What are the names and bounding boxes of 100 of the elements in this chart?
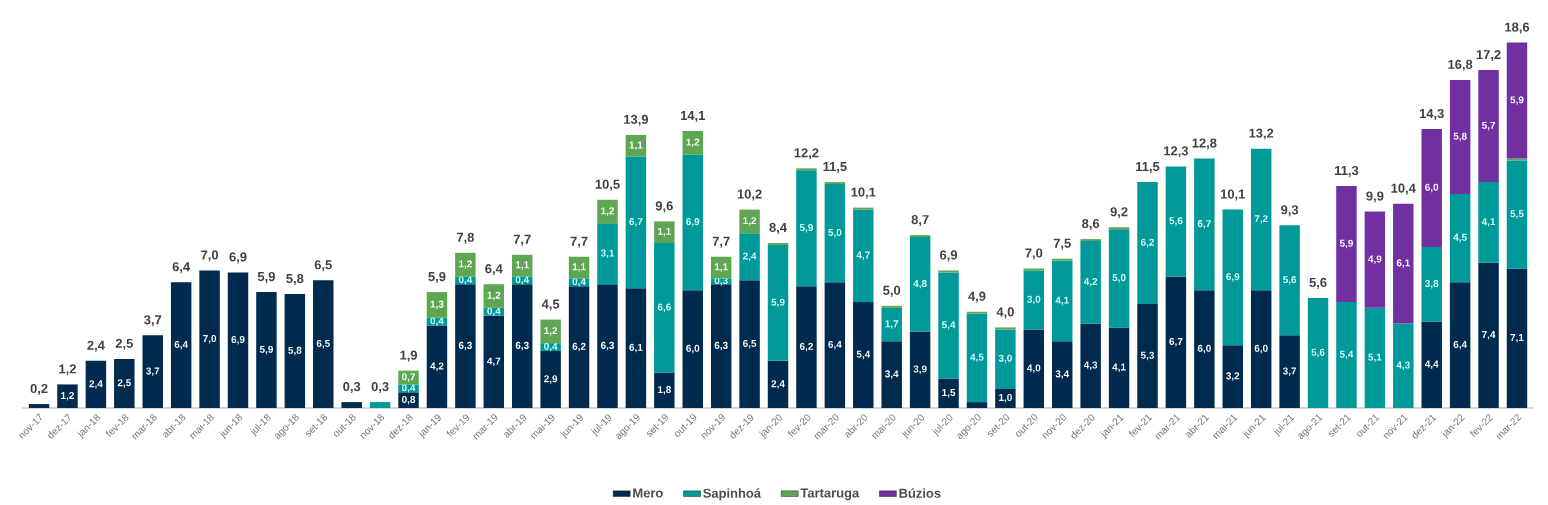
total-label: 11,3: [1335, 165, 1359, 177]
data-label: 1,0: [999, 393, 1012, 403]
bar: [483, 284, 505, 308]
data-label: 1,1: [714, 263, 728, 272]
bar: [1250, 290, 1272, 408]
total-label: 4,5: [541, 299, 560, 311]
data-label: 6,4: [828, 340, 842, 350]
data-label: 4,0: [1027, 364, 1041, 373]
bar: [483, 315, 505, 408]
total-label: 10,1: [1220, 189, 1245, 201]
data-label: 6,4: [174, 340, 189, 350]
total-label: 10,5: [595, 179, 620, 191]
total-label: 0,2: [30, 383, 48, 395]
bar: [142, 335, 163, 408]
bar: [455, 284, 476, 408]
total-label: 3,7: [144, 315, 162, 327]
total-label: 7,0: [201, 250, 219, 262]
total-label: 10,4: [1391, 183, 1416, 195]
total-label: 13,9: [624, 114, 649, 126]
bar: [1449, 193, 1471, 283]
data-label: 6,2: [799, 342, 813, 352]
bar: [426, 292, 448, 318]
bar: [313, 280, 334, 408]
bar: [625, 288, 647, 408]
bar: [1449, 79, 1471, 194]
data-label: 6,0: [686, 344, 700, 354]
total-label: 4,0: [996, 307, 1014, 319]
bar: [114, 358, 135, 408]
bar: [28, 404, 50, 408]
data-label: 7,4: [1482, 331, 1496, 340]
total-label: 5,9: [428, 271, 446, 284]
bar: [881, 341, 902, 408]
data-label: 3,4: [885, 370, 899, 379]
total-label: 7,7: [712, 236, 730, 248]
data-label: 6,6: [657, 303, 671, 313]
total-label: 1,9: [400, 350, 418, 362]
data-label: 5,0: [828, 228, 842, 238]
data-label: 6,2: [1140, 238, 1155, 248]
data-label: 1,8: [658, 386, 671, 395]
data-label: 3,9: [913, 365, 927, 374]
bar: [710, 284, 732, 408]
data-label: 1,2: [601, 207, 615, 216]
bar: [1506, 42, 1528, 159]
data-label: 1,2: [686, 138, 700, 148]
bar: [881, 307, 902, 342]
bar: [227, 272, 249, 408]
bar: [739, 209, 760, 234]
bar: [540, 351, 561, 408]
data-label: 3,7: [1282, 367, 1297, 376]
bar: [57, 384, 78, 408]
bar: [1080, 323, 1101, 408]
total-label: 11,5: [1136, 162, 1160, 174]
data-label: 6,3: [458, 341, 472, 351]
bar: [1364, 211, 1386, 308]
data-label: 0,4: [402, 384, 416, 393]
bar: [426, 325, 448, 408]
bar: [256, 292, 277, 408]
bar: [909, 331, 931, 408]
data-label: 5,4: [856, 350, 871, 360]
bar: [1506, 160, 1528, 269]
bar: [1421, 246, 1442, 322]
bar: [568, 286, 590, 408]
data-label: 5,9: [771, 298, 785, 308]
data-label: 6,1: [629, 343, 643, 353]
data-label: 4,1: [1481, 218, 1496, 227]
data-label: 1,1: [658, 227, 671, 237]
bar: [1478, 70, 1499, 183]
data-label: 5,6: [1282, 276, 1297, 285]
data-label: 5,9: [259, 345, 273, 355]
bar: [1250, 148, 1272, 291]
bar: [1279, 225, 1300, 336]
data-label: 7,2: [1254, 215, 1268, 224]
data-label: 3,4: [1055, 370, 1070, 379]
bar: [1108, 229, 1130, 328]
data-label: 6,9: [686, 218, 700, 227]
data-label: 4,5: [1453, 233, 1467, 243]
data-label: 2,4: [771, 380, 785, 389]
bar: [767, 360, 789, 408]
bar: [654, 242, 675, 373]
bar: [995, 388, 1016, 408]
bar: [1023, 270, 1045, 330]
bar: [1052, 341, 1073, 408]
bar: [199, 270, 220, 408]
bar: [1279, 335, 1300, 408]
data-label: 6,3: [515, 341, 529, 351]
data-label: 0,4: [458, 276, 473, 285]
data-label: 4,7: [856, 251, 870, 260]
bar: [1165, 276, 1187, 408]
data-label: 1,3: [430, 300, 444, 310]
data-label: 6,7: [629, 218, 643, 227]
bar: [170, 282, 192, 408]
data-label: 6,3: [600, 341, 615, 351]
total-label: 5,0: [883, 285, 901, 297]
total-label: 4,9: [968, 291, 986, 303]
bar: [341, 402, 362, 408]
bar: [1506, 268, 1528, 408]
total-label: 6,5: [314, 260, 332, 272]
bar: [597, 223, 618, 285]
data-label: 2,9: [544, 375, 558, 384]
total-label: 16,8: [1448, 59, 1473, 71]
